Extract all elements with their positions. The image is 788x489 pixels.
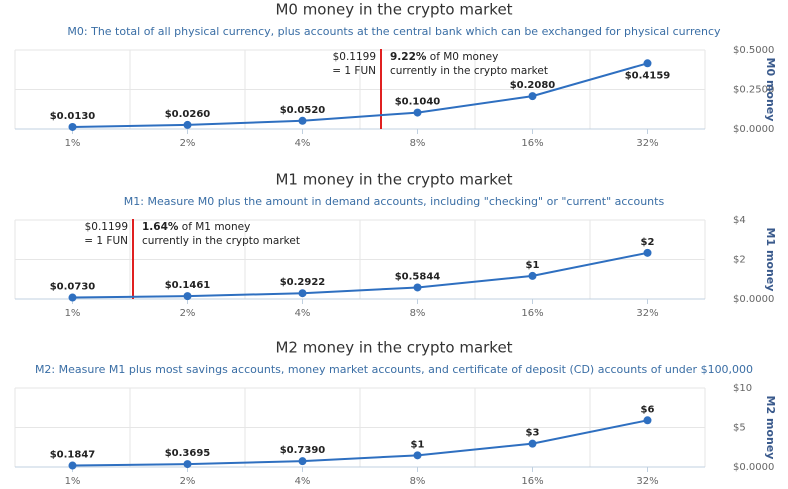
annotation-unit: = 1 FUN [84, 235, 128, 247]
y-tick-label: $0.2500 [733, 85, 774, 96]
data-label: $0.5844 [395, 271, 441, 282]
data-label: $0.0730 [50, 282, 96, 293]
x-tick-label: 32% [636, 308, 658, 319]
data-point [643, 59, 652, 68]
chart-subtitle: M1: Measure M0 plus the amount in demand… [124, 195, 665, 208]
data-point [68, 122, 77, 131]
data-point [413, 108, 422, 117]
y-tick-label: $0.5000 [733, 45, 774, 56]
y-tick-label: $2 [733, 255, 746, 266]
y-tick-label: $5 [733, 423, 746, 434]
data-label: $0.1847 [50, 450, 96, 461]
annotation-unit: = 1 FUN [332, 65, 376, 77]
data-point [183, 460, 192, 469]
x-tick-label: 16% [521, 308, 543, 319]
x-tick-label: 1% [65, 476, 81, 487]
x-tick-label: 1% [65, 138, 81, 149]
annotation-share: 1.64% [142, 221, 179, 233]
y-axis-title: M0 money [764, 58, 777, 122]
data-label: $3 [526, 428, 540, 439]
data-label: $0.3695 [165, 448, 211, 459]
annotation-text: 9.22% of M0 money [390, 51, 498, 63]
x-tick-label: 32% [636, 476, 658, 487]
data-label: $0.0130 [50, 111, 96, 122]
x-tick-label: 8% [410, 308, 426, 319]
annotation-text: 1.64% of M1 money [142, 221, 250, 233]
data-label: $0.1461 [165, 280, 211, 291]
data-point [68, 293, 77, 302]
annotation-line: of M1 money [182, 221, 251, 233]
x-tick-label: 4% [295, 138, 311, 149]
data-point [68, 461, 77, 470]
data-point [528, 271, 537, 280]
data-label: $0.0520 [280, 105, 326, 116]
x-tick-label: 16% [521, 476, 543, 487]
y-axis-title: M1 money [764, 228, 777, 292]
x-tick-label: 4% [295, 476, 311, 487]
x-tick-label: 2% [180, 138, 196, 149]
x-tick-label: 16% [521, 138, 543, 149]
x-tick-label: 8% [410, 476, 426, 487]
chart-subtitle: M0: The total of all physical currency, … [67, 25, 721, 38]
x-tick-label: 2% [180, 308, 196, 319]
annotation-line: of M0 money [430, 51, 499, 63]
y-tick-label: $0.0000 [733, 124, 774, 135]
y-tick-label: $4 [733, 215, 746, 226]
y-tick-label: $0.0000 [733, 462, 774, 473]
data-line [72, 62, 648, 128]
annotation-price: $0.1199 [85, 221, 128, 233]
y-tick-label: $10 [733, 383, 752, 394]
x-tick-label: 4% [295, 308, 311, 319]
chart-title: M0 money in the crypto market [275, 1, 512, 19]
annotation-price: $0.1199 [333, 51, 376, 63]
data-label: $0.0260 [165, 109, 211, 120]
data-label: $0.2922 [280, 277, 326, 288]
chart-title: M1 money in the crypto market [275, 171, 512, 189]
data-point [183, 292, 192, 301]
chart-title: M2 money in the crypto market [275, 339, 512, 357]
data-label: $6 [641, 404, 655, 415]
data-point [298, 457, 307, 466]
y-axis-title: M2 money [764, 396, 777, 460]
data-point [413, 451, 422, 460]
data-point [528, 92, 537, 101]
data-point [528, 439, 537, 448]
data-label: $0.2080 [510, 80, 556, 91]
chart-subtitle: M2: Measure M1 plus most savings account… [35, 363, 753, 376]
x-tick-label: 2% [180, 476, 196, 487]
annotation-line: currently in the crypto market [390, 65, 548, 77]
data-point [298, 289, 307, 298]
data-label: $0.1040 [395, 97, 441, 108]
data-line [72, 419, 648, 467]
data-point [298, 116, 307, 125]
annotation-share: 9.22% [390, 51, 427, 63]
data-label: $2 [641, 237, 655, 248]
data-line [72, 251, 648, 299]
data-label: $0.4159 [625, 70, 671, 81]
y-tick-label: $0.0000 [733, 294, 774, 305]
data-point [643, 416, 652, 425]
data-label: $0.7390 [280, 445, 326, 456]
x-tick-label: 32% [636, 138, 658, 149]
data-point [643, 248, 652, 257]
annotation-line: currently in the crypto market [142, 235, 300, 247]
x-tick-label: 1% [65, 308, 81, 319]
x-tick-label: 8% [410, 138, 426, 149]
data-label: $1 [526, 260, 540, 271]
data-label: $1 [411, 439, 425, 450]
data-point [413, 283, 422, 292]
data-point [183, 120, 192, 129]
